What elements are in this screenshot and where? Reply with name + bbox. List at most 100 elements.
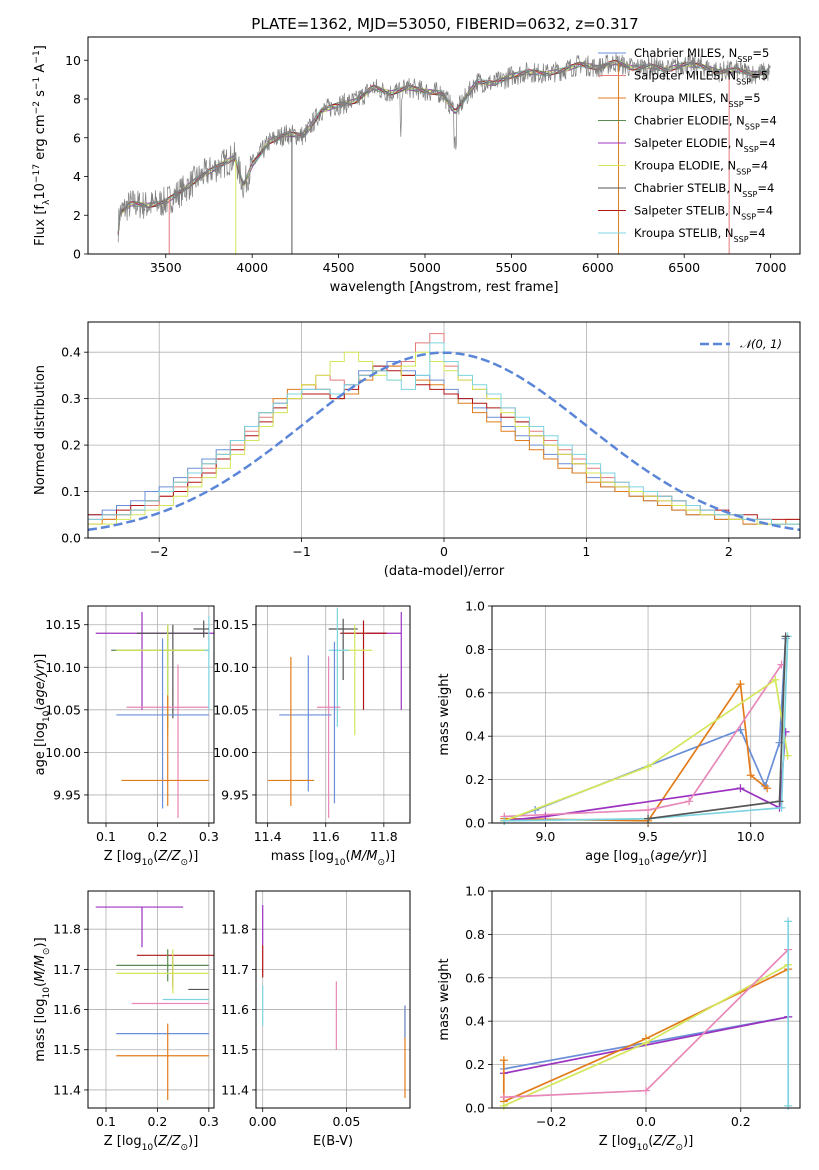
age_vs_Z-ytick-label: 10.15 xyxy=(45,617,81,632)
age_vs_Z-points xyxy=(95,611,214,818)
spectrum-legend-label: Chabrier MILES, NSSP=5 xyxy=(634,46,769,64)
massweight_vs_age-plus-marker xyxy=(736,784,745,793)
massweight_vs_Z-xtick-label: −0.2 xyxy=(536,1114,566,1129)
massweight_vs_age-ytick-label: 1.0 xyxy=(465,599,485,614)
mass_vs_Z-ylabel: mass [log10(M/M⊙)] xyxy=(33,937,52,1061)
residual_hist-xtick-label: −2 xyxy=(150,544,168,559)
massweight_vs_age-xtick-label: 9.5 xyxy=(638,829,658,844)
spectrum-ytick-label: 0 xyxy=(73,247,81,262)
mass_vs_ebv-ytick-label: 11.6 xyxy=(221,1002,249,1017)
spectrum-frame xyxy=(87,36,801,255)
massweight_vs_age-ylabel: mass weight xyxy=(437,673,452,755)
mass_vs_Z-ytick-label: 11.8 xyxy=(53,922,81,937)
massweight_vs_Z-ytick-label: 0.8 xyxy=(465,927,485,942)
massweight_vs_age-plus-marker xyxy=(781,727,790,736)
mass_vs_Z-ytick-label: 11.7 xyxy=(53,962,81,977)
massweight_vs_age-plus-marker xyxy=(644,762,653,771)
massweight_vs_age-plus-marker xyxy=(781,632,790,641)
massweight_vs_age-xtick-label: 10.0 xyxy=(737,829,765,844)
age_vs_Z-ylabel: age [log10(age/yr)] xyxy=(33,654,52,776)
mass_vs_ebv-ytick-label: 11.4 xyxy=(221,1082,249,1097)
massweight_vs_age-xtick-label: 9.0 xyxy=(535,829,555,844)
massweight_vs_Z-ytick-label: 0.2 xyxy=(465,1057,485,1072)
massweight_vs_age-series-line xyxy=(504,664,783,818)
massweight_vs_age-xlabel: age [log10(age/yr)] xyxy=(585,849,707,868)
spectrum-xtick-label: 4500 xyxy=(323,260,355,275)
massweight_vs_Z-xtick-label: 0.2 xyxy=(731,1114,751,1129)
age_vs_mass-ytick-label: 9.95 xyxy=(221,787,249,802)
spectrum-xtick-label: 3500 xyxy=(150,260,182,275)
massweight_vs_age-plus-marker xyxy=(771,675,780,684)
massweight_vs_age-series-line xyxy=(504,678,789,822)
age_vs_mass-points xyxy=(267,607,402,818)
residual_hist-xtick-label: 2 xyxy=(725,544,733,559)
residual_hist-frame xyxy=(87,321,801,539)
massweight_vs_Z-frame xyxy=(491,890,801,1109)
spectrum-legend-label: Chabrier ELODIE, NSSP=4 xyxy=(634,114,777,132)
age_vs_Z-ytick-label: 9.95 xyxy=(53,787,81,802)
spectrum-legend-label: Kroupa MILES, NSSP=5 xyxy=(634,91,761,109)
spectrum-ytick-label: 4 xyxy=(73,169,81,184)
mass_vs_ebv-frame xyxy=(255,890,411,1109)
mass_vs_ebv-ytick-label: 11.7 xyxy=(221,962,249,977)
spectrum-ytick-label: 10 xyxy=(65,53,81,68)
mass_vs_Z-xtick-label: 0.1 xyxy=(96,1114,116,1129)
massweight_vs_age-frame xyxy=(491,605,801,824)
spectrum-ytick-label: 8 xyxy=(73,92,81,107)
spectrum-legend-label: Salpeter STELIB, NSSP=4 xyxy=(634,204,773,222)
age_vs_Z-frame xyxy=(87,605,215,824)
mass_vs_Z-ytick-label: 11.6 xyxy=(53,1002,81,1017)
age_vs_Z-ytick-label: 10.00 xyxy=(45,745,81,760)
massweight_vs_age-plus-marker xyxy=(746,771,755,780)
spectrum-xtick-label: 5000 xyxy=(409,260,441,275)
age_vs_mass-xtick-label: 11.6 xyxy=(312,829,340,844)
age_vs_mass-ytick-label: 10.05 xyxy=(213,702,249,717)
spectrum-legend-label: Kroupa STELIB, NSSP=4 xyxy=(634,226,766,244)
residual_hist-xlabel: (data-model)/error xyxy=(384,564,505,579)
residual_hist-xtick-label: −1 xyxy=(292,544,310,559)
mass_vs_Z-points xyxy=(95,906,214,1100)
figure-title: PLATE=1362, MJD=53050, FIBERID=0632, z=0… xyxy=(251,15,638,33)
spectrum-ytick-label: 6 xyxy=(73,130,81,145)
mass_vs_Z-xtick-label: 0.3 xyxy=(199,1114,219,1129)
age_vs_mass-ytick-label: 10.00 xyxy=(213,745,249,760)
spectrum-legend-label: Chabrier STELIB, NSSP=4 xyxy=(634,181,774,199)
spectrum-ylabel: Flux [fλ10−17 erg cm−2 s−1 A−1] xyxy=(32,45,52,246)
mass_vs_ebv-xtick-label: 0.05 xyxy=(332,1114,360,1129)
age_vs_Z-xtick-label: 0.1 xyxy=(96,829,116,844)
spectrum-xlabel: wavelength [Angstrom, rest frame] xyxy=(330,280,559,295)
mass_vs_ebv-xlabel: E(B-V) xyxy=(313,1134,353,1149)
massweight_vs_age-plus-marker xyxy=(685,797,694,806)
hist-series xyxy=(88,333,800,538)
hist-legend-label: 𝒩(0, 1) xyxy=(740,337,782,351)
age_vs_Z-ytick-label: 10.05 xyxy=(45,702,81,717)
age_vs_mass-xlabel: mass [log10(M/M⊙)] xyxy=(271,849,395,868)
residual_hist-ytick-label: 0.2 xyxy=(61,438,81,453)
spectrum-ytick-label: 2 xyxy=(73,208,81,223)
age_vs_Z-xtick-label: 0.2 xyxy=(147,829,167,844)
massweight_vs_age-ytick-label: 0.4 xyxy=(465,729,485,744)
age_vs_Z-xtick-label: 0.3 xyxy=(199,829,219,844)
massweight_vs_Z-xlabel: Z [log10(Z/Z⊙)] xyxy=(599,1134,694,1153)
massweight_vs_Z-plus-marker xyxy=(499,1101,508,1110)
massweight_vs_age-plus-marker xyxy=(777,803,786,812)
hist-step-line xyxy=(88,342,800,538)
age_vs_Z-ytick-label: 10.10 xyxy=(45,660,81,675)
massweight_vs_Z-plus-marker xyxy=(499,1093,508,1102)
spectrum-xtick-label: 6000 xyxy=(582,260,614,275)
massweight_vs_age-plus-marker xyxy=(736,680,745,689)
massweight_vs_Z-xtick-label: 0.0 xyxy=(636,1114,656,1129)
age_vs_Z-xlabel: Z [log10(Z/Z⊙)] xyxy=(104,849,199,868)
massweight_vs_age-ytick-label: 0.2 xyxy=(465,772,485,787)
residual_hist-ytick-label: 0.0 xyxy=(61,531,81,546)
mass_vs_ebv-xtick-label: 0.00 xyxy=(249,1114,277,1129)
massweight_vs_Z-plus-marker xyxy=(499,1056,508,1065)
massweight_vs_Z-ytick-label: 1.0 xyxy=(465,884,485,899)
age_vs_mass-xtick-label: 11.4 xyxy=(254,829,282,844)
age_vs_mass-frame xyxy=(255,605,411,824)
massweight_vs_Z-plus-marker xyxy=(642,1038,650,1047)
massweight_vs_age-ytick-label: 0.8 xyxy=(465,642,485,657)
age_vs_mass-ytick-label: 10.10 xyxy=(213,660,249,675)
massweight_vs_age-series-line xyxy=(504,636,789,822)
spectrum-legend-label: Kroupa ELODIE, NSSP=4 xyxy=(634,159,768,177)
